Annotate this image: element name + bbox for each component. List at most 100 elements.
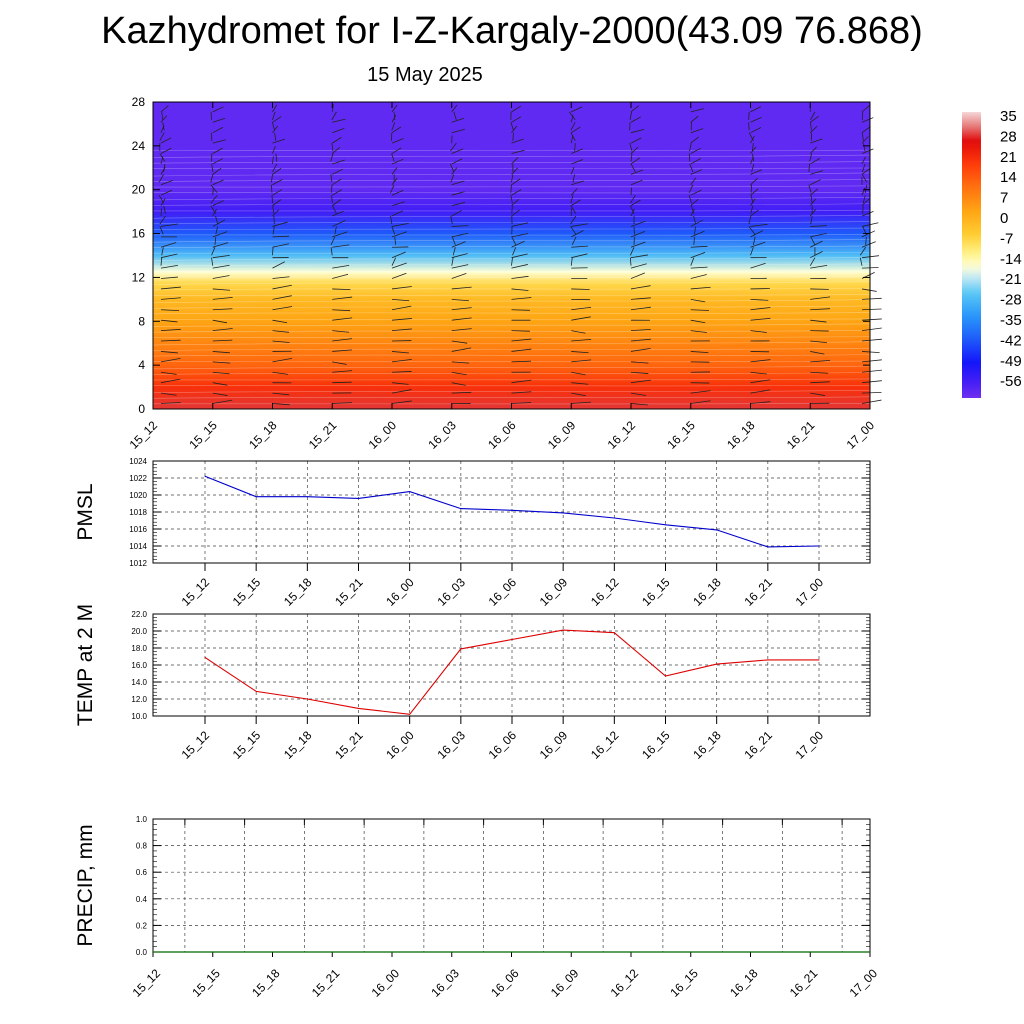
wind-barb: [511, 391, 532, 394]
x-tick-label: 15_15: [189, 966, 223, 1000]
wind-barb: [690, 298, 706, 303]
data-point: [613, 632, 615, 634]
wind-barb-staff: [391, 226, 396, 235]
x-tick-label: 15_15: [230, 575, 264, 609]
wind-barb: [451, 371, 467, 376]
plot-frame: [152, 613, 871, 717]
wind-barb-staff: [629, 205, 635, 214]
wind-barb: [451, 158, 463, 165]
wind-barb: [630, 347, 651, 352]
wind-barb: [861, 288, 877, 292]
y-tick-label: 16: [132, 227, 146, 241]
wind-barb: [571, 159, 584, 165]
wind-barb: [630, 403, 649, 406]
wind-barb: [630, 137, 642, 144]
x-tick-label: 17_00: [793, 575, 827, 609]
colorbar-label: 35: [1000, 108, 1017, 125]
wind-barb: [861, 241, 876, 248]
wind-barb: [391, 328, 412, 332]
wind-barb: [511, 275, 529, 279]
wind-barb: [861, 148, 874, 154]
wind-barb: [571, 330, 586, 334]
wind-barb-staff: [863, 143, 866, 152]
wind-barb-staff: [330, 236, 336, 246]
wind-barb: [272, 125, 279, 133]
wind-barb: [511, 209, 520, 217]
wind-barb-staff: [570, 122, 576, 131]
wind-barb-staff: [159, 226, 164, 235]
isotherm-line: [152, 161, 871, 164]
wind-barb: [511, 297, 532, 300]
colorbar-label: -42: [1000, 332, 1022, 349]
wind-barb: [861, 136, 869, 144]
wind-barb: [571, 306, 592, 311]
wind-barb: [630, 199, 641, 206]
wind-barb-staff: [271, 195, 274, 204]
wind-barb-staff: [330, 153, 334, 162]
x-tick-label: 16_18: [724, 418, 758, 452]
wind-barb: [391, 382, 409, 385]
wind-barb-staff: [159, 215, 166, 225]
x-tick-label: 16_09: [548, 966, 582, 1000]
isotherm-line: [152, 330, 871, 333]
wind-barb-staff: [864, 184, 868, 193]
wind-barb: [690, 286, 711, 290]
x-tick-label: 16_06: [486, 728, 520, 762]
x-tick-label: 17_00: [847, 966, 881, 1000]
isotherm-line: [152, 287, 871, 291]
wind-barb: [332, 199, 341, 206]
wind-barb: [511, 240, 525, 248]
wind-barb: [160, 339, 181, 342]
colorbar-label: -28: [1000, 292, 1022, 309]
wind-barb: [332, 137, 342, 144]
y-tick-label: 1012: [129, 559, 147, 568]
wind-barb: [750, 188, 759, 196]
wind-barb: [212, 231, 228, 238]
wind-barb: [212, 297, 233, 300]
wind-barb: [630, 157, 640, 165]
wind-barb: [690, 351, 709, 353]
wind-barb-staff: [629, 111, 632, 120]
chart-subtitle: 15 May 2025: [367, 64, 483, 86]
isotherm-line: [152, 172, 871, 177]
cross-section-panel: 0 4 8 12 16 20 24 28 15_12 15_15 15_18 15_21 16_00 16…: [127, 95, 882, 452]
wind-barb-staff: [162, 122, 165, 131]
wind-barb: [810, 232, 827, 238]
wind-barb: [810, 240, 823, 248]
temp2m-panel: TEMP at 2 M 10.0 12.0 14.0 16.0 18.0 20.0 22.0 1…: [74, 604, 871, 762]
colorbar-label: -49: [1000, 353, 1022, 370]
wind-barb-staff: [331, 143, 334, 152]
x-tick-label: 15_18: [246, 418, 280, 452]
wind-barb: [391, 147, 402, 154]
x-tick-label: 16_21: [741, 728, 775, 762]
wind-barb: [690, 274, 707, 279]
x-tick-label: 16_15: [639, 728, 673, 762]
data-point: [511, 639, 513, 640]
wind-barb-staff: [215, 215, 219, 225]
wind-barb-staff: [748, 132, 754, 141]
wind-barb: [750, 127, 762, 134]
wind-barb-column: [510, 105, 532, 404]
wind-barb: [160, 328, 181, 332]
wind-barb: [571, 126, 581, 134]
isotherm-line: [152, 341, 871, 346]
colorbar-label: 0: [1000, 210, 1008, 227]
wind-barb: [212, 382, 228, 386]
wind-barb: [630, 254, 648, 259]
wind-barb: [861, 297, 882, 300]
wind-barb: [861, 255, 880, 259]
wind-barb: [272, 138, 286, 144]
wind-barb: [750, 359, 771, 363]
wind-barb: [332, 330, 350, 333]
wind-barb: [861, 391, 882, 394]
wind-barb: [690, 400, 711, 404]
wind-barb-staff: [688, 184, 694, 193]
wind-barb-staff: [693, 236, 695, 245]
x-tick-label: 15_12: [127, 418, 161, 452]
wind-barb: [451, 361, 470, 364]
y-tick-label: 20: [132, 183, 146, 197]
y-tick-label: 1.0: [136, 815, 148, 824]
wind-barb-staff: [275, 153, 278, 162]
data-point: [409, 713, 411, 715]
wind-barb: [511, 253, 528, 259]
